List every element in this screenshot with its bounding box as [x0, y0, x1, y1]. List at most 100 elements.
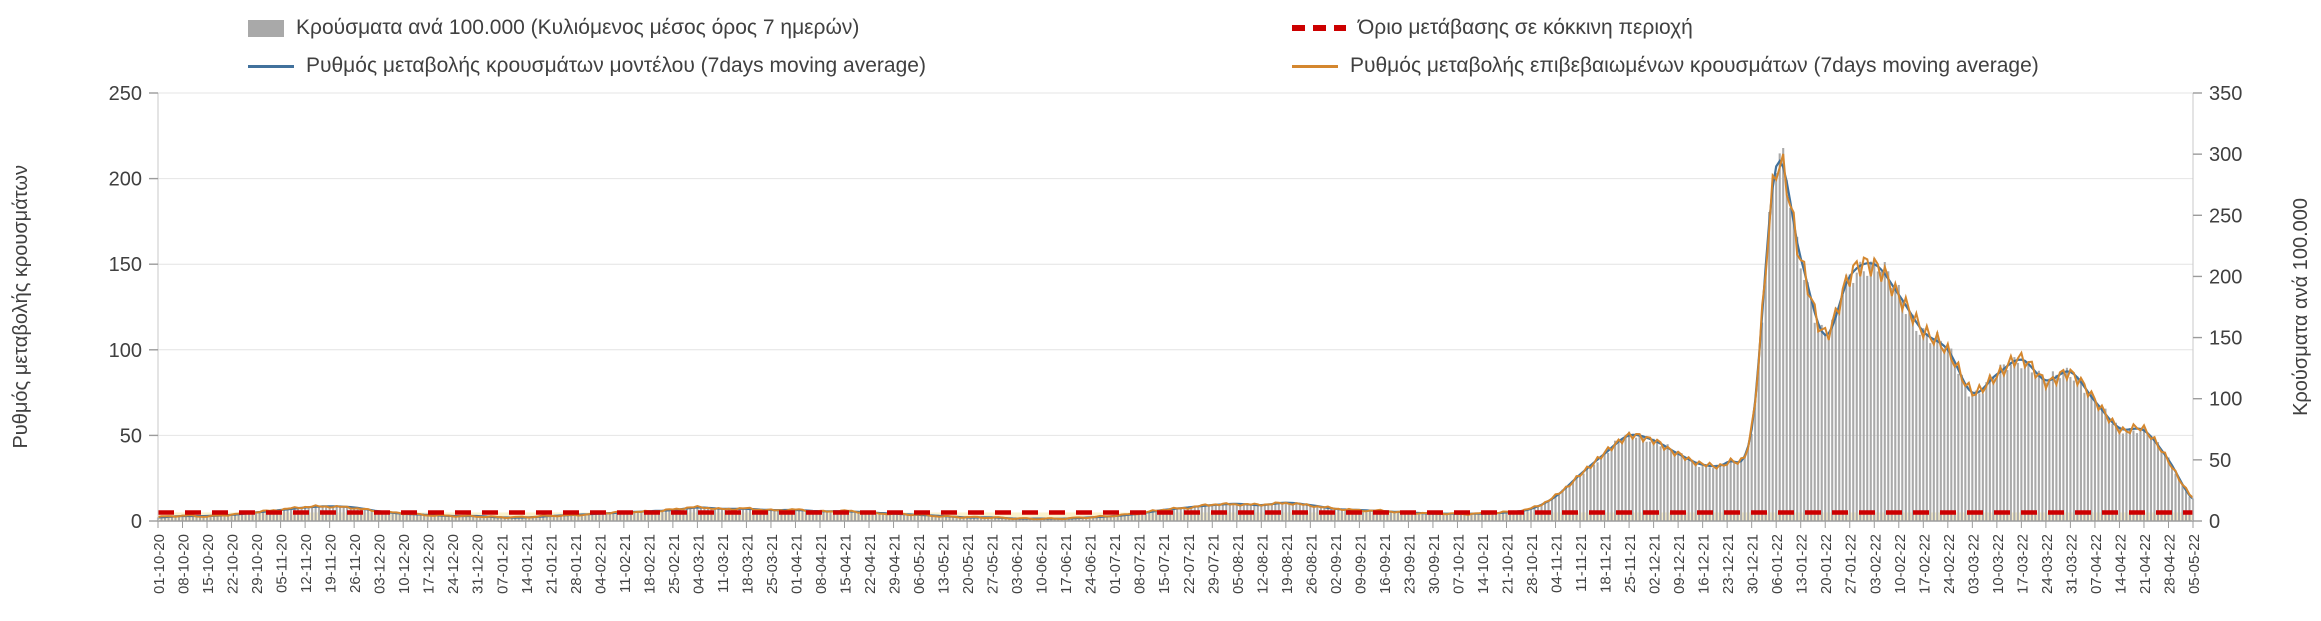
- x-axis-tick-label: 29-10-20: [249, 534, 266, 594]
- x-axis-tick-label: 25-02-21: [666, 534, 683, 594]
- model-line-swatch: [248, 64, 294, 68]
- x-axis-tick-label: 16-12-21: [1696, 534, 1713, 594]
- right-axis-tick-label: 350: [2209, 83, 2242, 105]
- yellow-zone-band: [158, 512, 2193, 521]
- confirmed-line-series: [157, 153, 2194, 521]
- x-axis-tick-label: 25-03-21: [764, 534, 781, 594]
- x-axis-tick-label: 26-11-20: [347, 534, 364, 593]
- x-axis-tick-label: 17-02-22: [1916, 534, 1933, 594]
- legend-label-confirmed-rate: Ρυθμός μεταβολής επιβεβαιωμένων κρουσμάτ…: [1350, 54, 2039, 77]
- x-axis-tick-label: 22-04-21: [862, 534, 879, 594]
- x-axis-tick-label: 04-11-21: [1549, 534, 1566, 593]
- x-axis-tick-label: 05-08-21: [1230, 534, 1247, 594]
- x-axis-tick-label: 04-03-21: [690, 534, 707, 594]
- x-axis-tick-label: 08-04-21: [813, 534, 830, 594]
- x-axis-tick-label: 24-12-20: [445, 534, 462, 594]
- right-axis-tick-label: 300: [2209, 144, 2242, 166]
- x-axis-tick-label: 15-10-20: [200, 534, 217, 594]
- left-axis-tick-label: 100: [109, 340, 142, 362]
- legend-item-red-threshold: Όριο μετάβασης σε κόκκινη περιοχή: [1292, 14, 1693, 42]
- x-axis-tick-label: 28-10-21: [1524, 534, 1541, 594]
- x-axis-tick-label: 29-07-21: [1205, 534, 1222, 594]
- x-axis-tick-label: 13-01-22: [1794, 534, 1811, 594]
- x-axis-tick-label: 10-12-20: [396, 534, 413, 594]
- x-axis-tick-label: 15-07-21: [1156, 534, 1173, 594]
- x-axis-tick-label: 21-01-21: [543, 534, 560, 594]
- left-axis-tick-label: 50: [120, 425, 142, 447]
- x-axis-tick-label: 23-12-21: [1720, 534, 1737, 594]
- right-axis-tick-label: 200: [2209, 266, 2242, 288]
- x-axis-tick-label: 09-09-21: [1352, 534, 1369, 594]
- x-axis-tick-label: 10-02-22: [1892, 534, 1909, 594]
- left-axis-tick-label: 200: [109, 169, 142, 191]
- x-axis-tick-label: 08-10-20: [176, 534, 193, 594]
- x-axis-tick-label: 31-12-20: [470, 534, 487, 594]
- x-axis-tick-label: 20-01-22: [1818, 534, 1835, 594]
- x-axis-tick-label: 28-04-22: [2161, 534, 2178, 594]
- x-axis-tick-label: 02-12-21: [1647, 534, 1664, 594]
- right-axis-tick-label: 50: [2209, 450, 2231, 472]
- x-axis-tick-label: 24-03-22: [2039, 534, 2056, 594]
- x-axis-tick-label: 27-01-22: [1843, 534, 1860, 594]
- left-axis-tick-label: 150: [109, 254, 142, 276]
- x-axis-tick-label: 26-08-21: [1303, 534, 1320, 594]
- left-axis-tick-label: 0: [131, 511, 142, 533]
- x-axis-tick-label: 08-07-21: [1132, 534, 1149, 594]
- x-axis-tick-label: 21-04-22: [2137, 534, 2154, 594]
- x-axis-tick-label: 22-07-21: [1181, 534, 1198, 594]
- x-axis-tick-label: 11-11-21: [1573, 534, 1590, 592]
- x-axis-tick-label: 05-05-22: [2186, 534, 2203, 594]
- confirmed-line-swatch: [1292, 64, 1338, 68]
- x-axis-tick-label: 24-02-22: [1941, 534, 1958, 594]
- x-axis-tick-label: 02-09-21: [1328, 534, 1345, 594]
- right-axis-tick-label: 0: [2209, 511, 2220, 533]
- x-axis-tick-label: 03-12-20: [372, 534, 389, 594]
- left-axis-tick-label: 250: [109, 83, 142, 105]
- legend-item-cases-per-100k: Κρούσματα ανά 100.000 (Κυλιόμενος μέσος …: [248, 14, 859, 42]
- x-axis-tick-label: 18-11-21: [1598, 534, 1615, 593]
- x-axis-tick-label: 14-04-22: [2112, 534, 2129, 594]
- right-axis-tick-label: 150: [2209, 328, 2242, 350]
- x-axis-tick-label: 07-10-21: [1450, 534, 1467, 594]
- x-axis-tick-label: 12-11-20: [298, 534, 315, 593]
- x-axis-tick-label: 19-11-20: [323, 534, 340, 593]
- x-axis-tick-label: 28-01-21: [568, 534, 585, 594]
- x-axis-tick-label: 19-08-21: [1279, 534, 1296, 594]
- x-axis-tick-label: 23-09-21: [1401, 534, 1418, 594]
- x-axis-tick-label: 18-02-21: [641, 534, 658, 594]
- x-axis-tick-label: 01-04-21: [788, 534, 805, 594]
- threshold-swatch: [1292, 25, 1346, 31]
- x-axis-tick-label: 20-05-21: [960, 534, 977, 594]
- x-axis-tick-label: 24-06-21: [1083, 534, 1100, 594]
- x-axis-tick-label: 13-05-21: [936, 534, 953, 594]
- right-axis-tick-label: 250: [2209, 205, 2242, 227]
- x-axis-tick-label: 01-07-21: [1107, 534, 1124, 594]
- x-axis-tick-label: 05-11-20: [274, 534, 291, 593]
- x-axis-tick-label: 14-10-21: [1475, 534, 1492, 594]
- x-axis-tick-label: 17-12-20: [421, 534, 438, 594]
- x-axis-tick-label: 18-03-21: [739, 534, 756, 594]
- x-axis-tick-label: 14-01-21: [519, 534, 536, 594]
- x-axis-tick-label: 15-04-21: [838, 534, 855, 594]
- x-axis-tick-label: 07-01-21: [494, 534, 511, 594]
- right-axis-tick-label: 100: [2209, 389, 2242, 411]
- x-axis-tick-label: 21-10-21: [1499, 534, 1516, 594]
- x-axis-tick-label: 01-10-20: [151, 534, 168, 594]
- legend-label-red-threshold: Όριο μετάβασης σε κόκκινη περιοχή: [1358, 16, 1693, 39]
- x-axis-tick-label: 11-03-21: [715, 534, 732, 593]
- legend-label-cases-per-100k: Κρούσματα ανά 100.000 (Κυλιόμενος μέσος …: [296, 16, 860, 39]
- x-axis-tick-label: 10-06-21: [1034, 534, 1051, 594]
- x-axis-tick-label: 25-11-21: [1622, 534, 1639, 593]
- x-axis-tick-label: 30-09-21: [1426, 534, 1443, 594]
- x-axis-tick-label: 07-04-22: [2088, 534, 2105, 594]
- x-axis-tick-label: 04-02-21: [592, 534, 609, 594]
- x-axis-tick-label: 31-03-22: [2063, 534, 2080, 594]
- x-axis-tick-label: 29-04-21: [887, 534, 904, 594]
- legend-label-model-rate: Ρυθμός μεταβολής κρουσμάτων μοντέλου (7d…: [306, 54, 926, 77]
- x-axis-tick-label: 09-12-21: [1671, 534, 1688, 594]
- x-axis-tick-label: 16-09-21: [1377, 534, 1394, 594]
- x-axis-tick-label: 27-05-21: [985, 534, 1002, 594]
- x-axis-tick-label: 03-02-22: [1867, 534, 1884, 594]
- x-axis-tick-label: 30-12-21: [1745, 534, 1762, 594]
